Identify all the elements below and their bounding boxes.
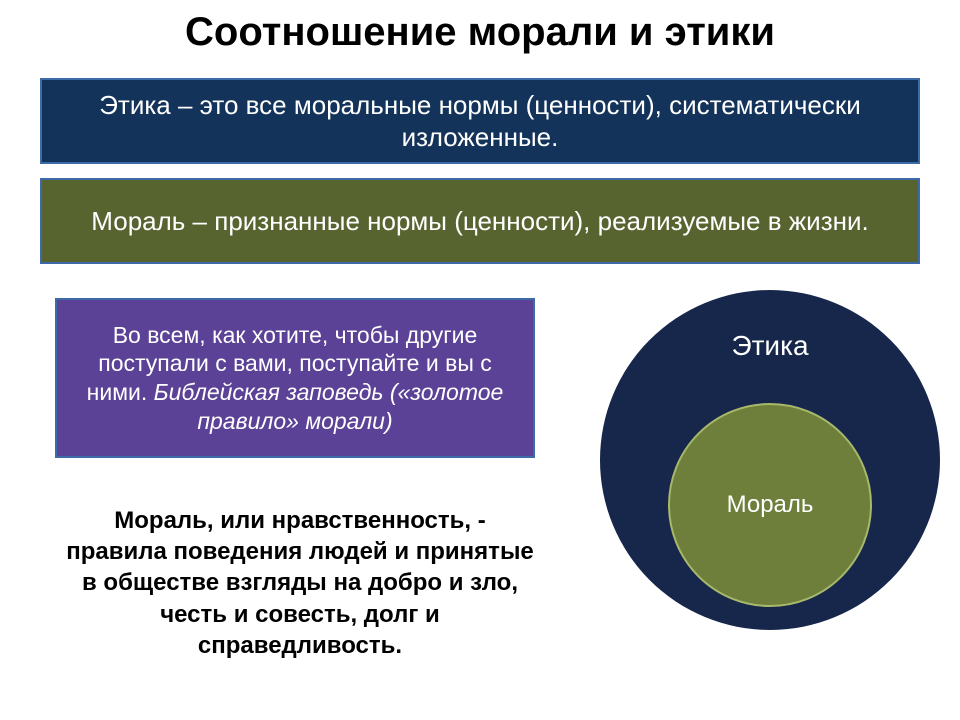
venn-inner-circle: Мораль [668, 403, 872, 607]
definition-text-ethics: Этика – это все моральные нормы (ценност… [72, 89, 888, 154]
golden-rule-text: Во всем, как хотите, чтобы другие поступ… [71, 321, 519, 436]
venn-outer-label: Этика [700, 330, 840, 362]
definition-box-ethics: Этика – это все моральные нормы (ценност… [40, 78, 920, 164]
moral-description-text: Мораль, или нравственность, - правила по… [63, 505, 537, 661]
moral-description-box: Мораль, или нравственность, - правила по… [55, 498, 545, 668]
definition-text-moral: Мораль – признанные нормы (ценности), ре… [62, 205, 898, 238]
golden-rule-italic: Библейская заповедь («золотое правило» м… [154, 379, 504, 434]
golden-rule-box: Во всем, как хотите, чтобы другие поступ… [55, 298, 535, 458]
definition-box-moral: Мораль – признанные нормы (ценности), ре… [40, 178, 920, 264]
venn-inner-label: Мораль [727, 491, 814, 519]
page-title: Соотношение морали и этики [0, 0, 960, 63]
